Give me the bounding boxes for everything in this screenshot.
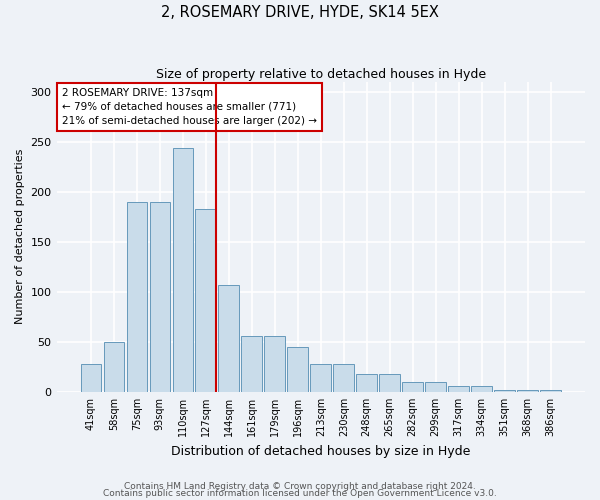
Bar xyxy=(104,342,124,392)
X-axis label: Distribution of detached houses by size in Hyde: Distribution of detached houses by size … xyxy=(171,444,470,458)
Text: 2 ROSEMARY DRIVE: 137sqm
← 79% of detached houses are smaller (771)
21% of semi-: 2 ROSEMARY DRIVE: 137sqm ← 79% of detach… xyxy=(62,88,317,126)
Bar xyxy=(356,374,377,392)
Y-axis label: Number of detached properties: Number of detached properties xyxy=(15,149,25,324)
Bar xyxy=(196,209,216,392)
Bar xyxy=(265,336,285,392)
Bar xyxy=(472,386,492,392)
Bar xyxy=(448,386,469,392)
Bar xyxy=(127,202,147,392)
Title: Size of property relative to detached houses in Hyde: Size of property relative to detached ho… xyxy=(156,68,486,80)
Bar xyxy=(540,390,561,392)
Bar xyxy=(80,364,101,392)
Text: 2, ROSEMARY DRIVE, HYDE, SK14 5EX: 2, ROSEMARY DRIVE, HYDE, SK14 5EX xyxy=(161,5,439,20)
Bar xyxy=(173,148,193,392)
Bar xyxy=(287,347,308,392)
Bar xyxy=(517,390,538,392)
Bar xyxy=(403,382,423,392)
Bar xyxy=(334,364,354,392)
Text: Contains HM Land Registry data © Crown copyright and database right 2024.: Contains HM Land Registry data © Crown c… xyxy=(124,482,476,491)
Bar xyxy=(241,336,262,392)
Bar xyxy=(494,390,515,392)
Bar xyxy=(218,285,239,392)
Bar xyxy=(379,374,400,392)
Bar xyxy=(425,382,446,392)
Text: Contains public sector information licensed under the Open Government Licence v3: Contains public sector information licen… xyxy=(103,490,497,498)
Bar xyxy=(149,202,170,392)
Bar xyxy=(310,364,331,392)
